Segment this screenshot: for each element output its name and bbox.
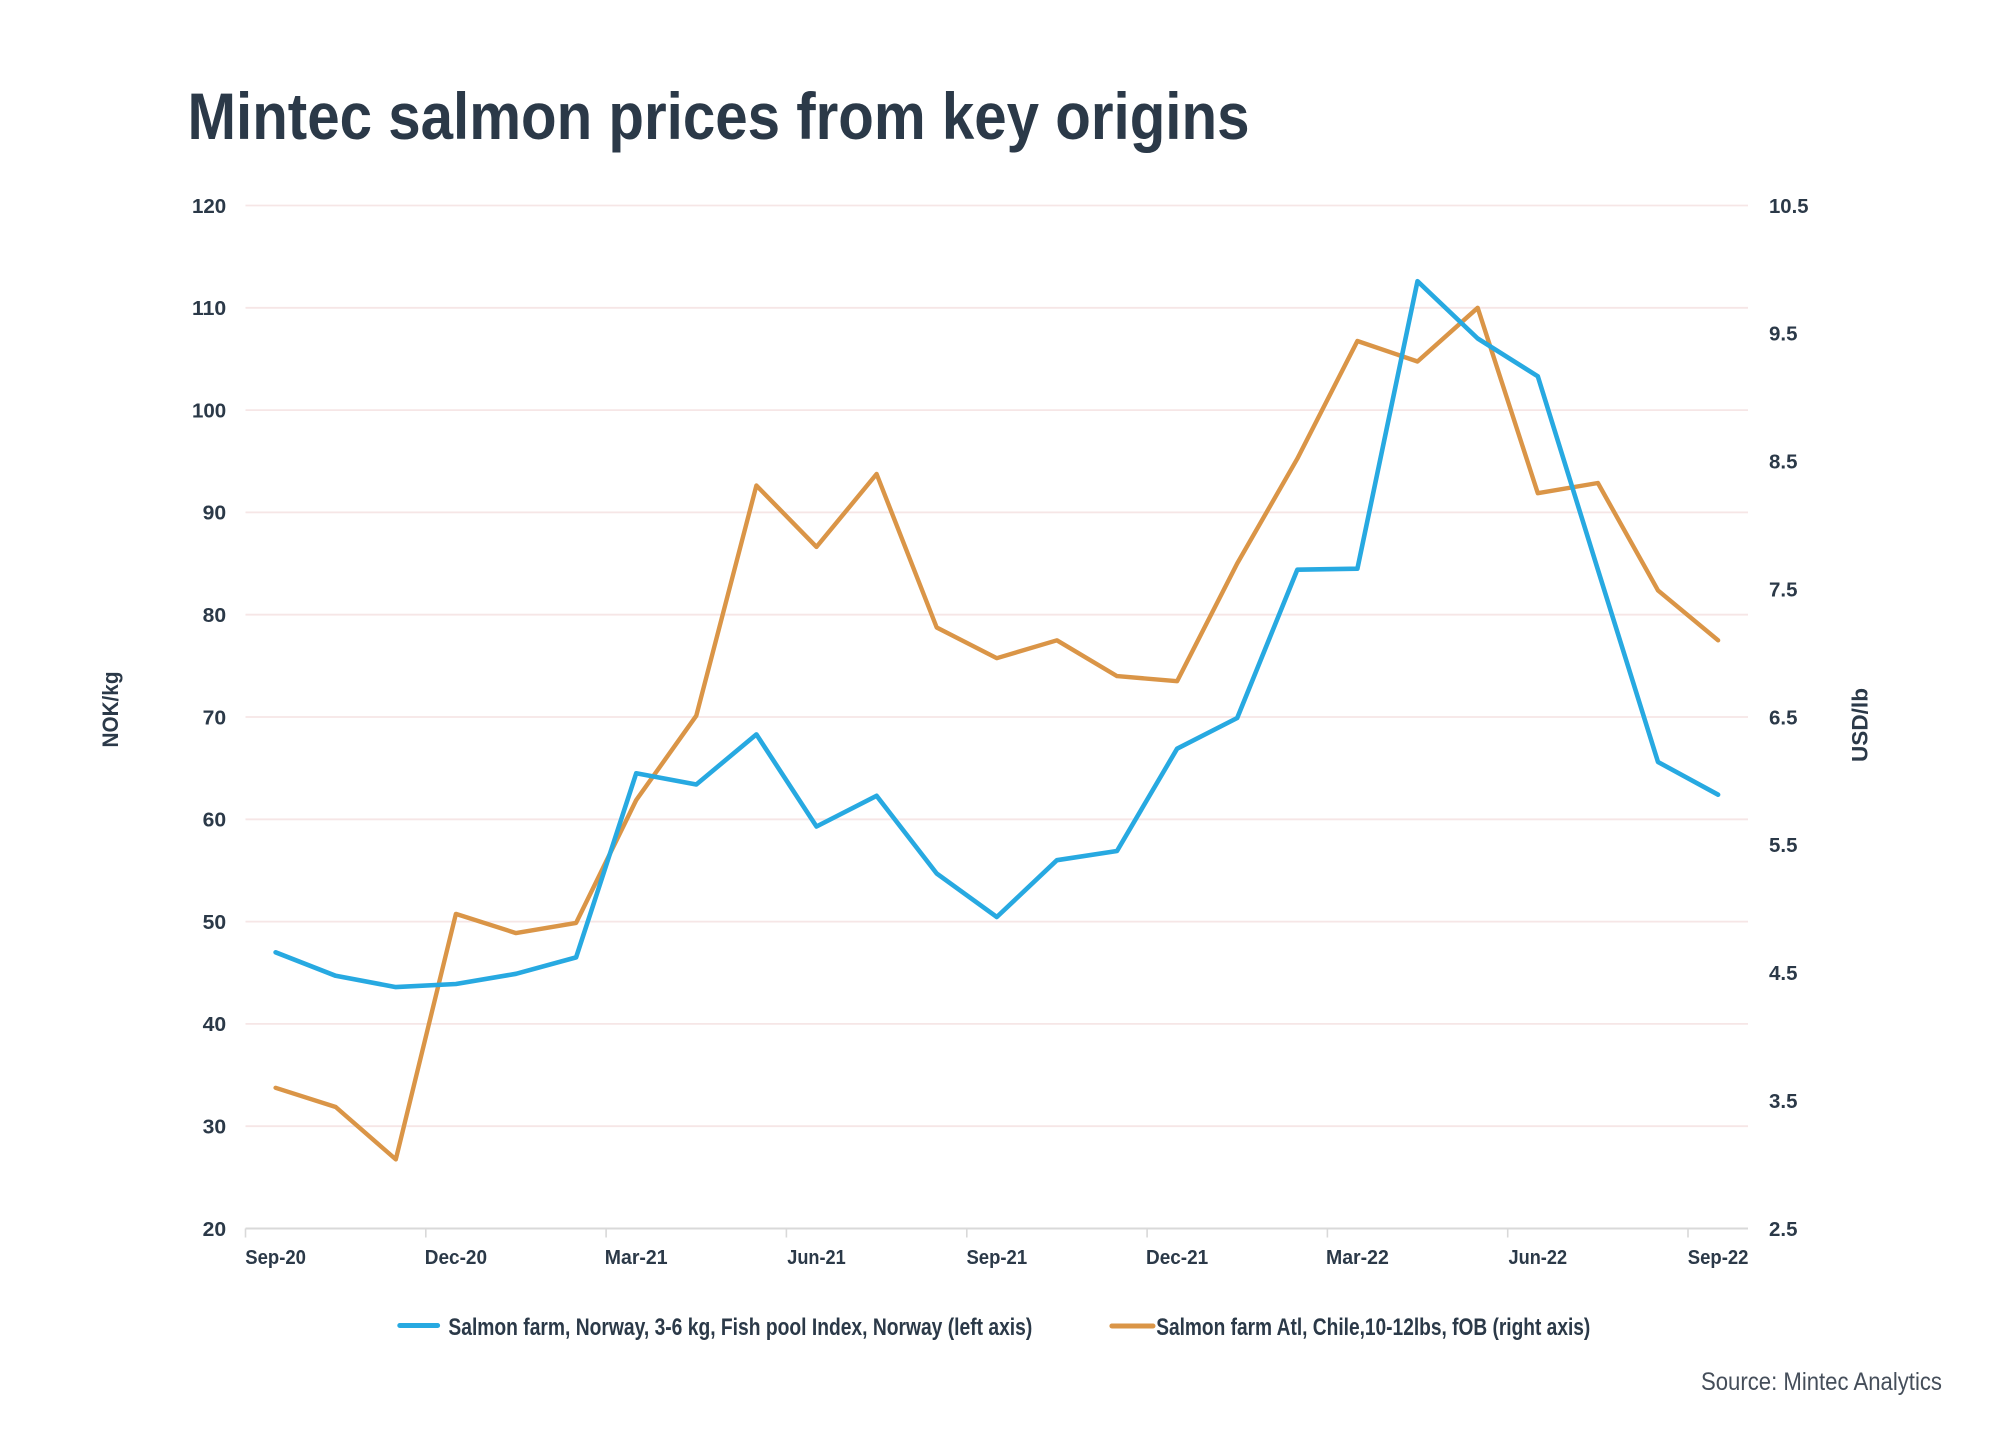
svg-text:NOK/kg: NOK/kg <box>98 672 123 748</box>
svg-text:Sep-22: Sep-22 <box>1688 1247 1749 1269</box>
svg-text:Mar-22: Mar-22 <box>1326 1247 1389 1269</box>
svg-text:Dec-21: Dec-21 <box>1146 1247 1208 1269</box>
svg-text:100: 100 <box>192 400 226 422</box>
svg-text:9.5: 9.5 <box>1769 324 1798 346</box>
svg-text:30: 30 <box>203 1117 227 1139</box>
svg-text:USD/lb: USD/lb <box>1847 688 1872 762</box>
svg-text:8.5: 8.5 <box>1769 452 1798 474</box>
svg-text:Dec-20: Dec-20 <box>425 1247 487 1269</box>
svg-text:110: 110 <box>192 298 226 320</box>
svg-text:90: 90 <box>203 503 227 525</box>
svg-text:Jun-22: Jun-22 <box>1509 1247 1568 1269</box>
svg-text:Source: Mintec Analytics: Source: Mintec Analytics <box>1701 1368 1942 1396</box>
svg-text:Salmon farm Atl, Chile,10-12lb: Salmon farm Atl, Chile,10-12lbs, fOB (ri… <box>1156 1314 1590 1341</box>
svg-text:60: 60 <box>203 810 227 832</box>
svg-text:80: 80 <box>203 605 227 627</box>
svg-text:5.5: 5.5 <box>1769 835 1798 857</box>
svg-text:Jun-21: Jun-21 <box>787 1247 846 1269</box>
svg-text:Mintec salmon prices from key: Mintec salmon prices from key origins <box>188 79 1250 153</box>
svg-text:120: 120 <box>192 196 226 218</box>
svg-text:6.5: 6.5 <box>1769 707 1798 729</box>
svg-text:40: 40 <box>203 1014 227 1036</box>
svg-text:10.5: 10.5 <box>1769 196 1809 218</box>
svg-text:2.5: 2.5 <box>1769 1219 1798 1241</box>
svg-text:Salmon farm, Norway, 3-6 kg, F: Salmon farm, Norway, 3-6 kg, Fish pool I… <box>448 1314 1032 1341</box>
svg-text:20: 20 <box>203 1219 227 1241</box>
svg-text:4.5: 4.5 <box>1769 963 1798 985</box>
svg-text:70: 70 <box>203 707 227 729</box>
svg-text:50: 50 <box>203 912 227 934</box>
svg-text:Mar-21: Mar-21 <box>605 1247 668 1269</box>
svg-text:3.5: 3.5 <box>1769 1091 1798 1113</box>
svg-text:Sep-21: Sep-21 <box>966 1247 1027 1269</box>
svg-text:Sep-20: Sep-20 <box>245 1247 306 1269</box>
svg-text:7.5: 7.5 <box>1769 579 1798 601</box>
